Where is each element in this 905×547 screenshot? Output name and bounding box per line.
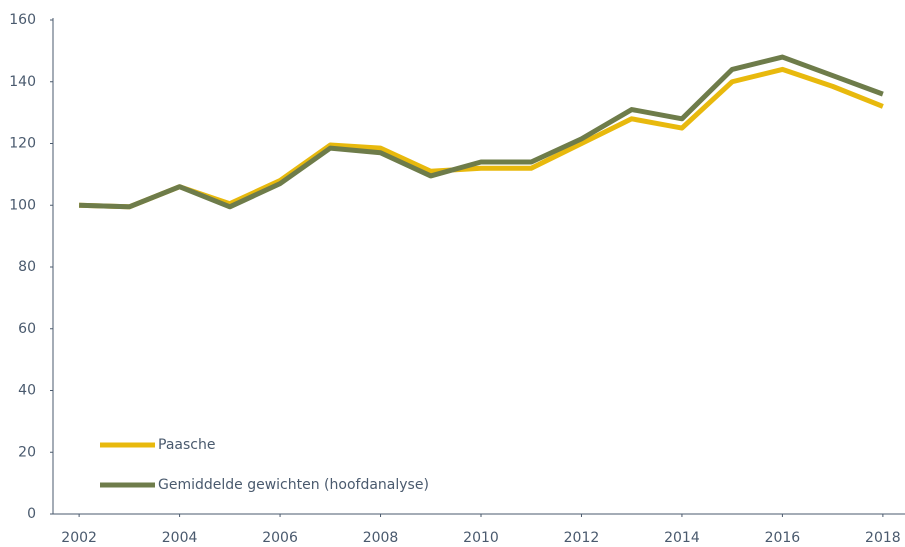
x-tick-label: 2010 bbox=[463, 530, 499, 546]
y-tick-label: 160 bbox=[9, 12, 36, 28]
x-tick-label: 2014 bbox=[664, 530, 700, 546]
x-tick-label: 2004 bbox=[162, 530, 198, 546]
x-tick-label: 2008 bbox=[363, 530, 399, 546]
y-tick-label: 40 bbox=[18, 383, 36, 399]
y-tick-label: 120 bbox=[9, 136, 36, 152]
x-tick-label: 2006 bbox=[262, 530, 298, 546]
legend-label: Gemiddelde gewichten (hoofdanalyse) bbox=[158, 477, 429, 493]
y-tick-label: 0 bbox=[27, 506, 36, 522]
x-tick-label: 2016 bbox=[765, 530, 801, 546]
y-tick-label: 60 bbox=[18, 321, 36, 337]
y-tick-label: 140 bbox=[9, 74, 36, 90]
legend-label: Paasche bbox=[158, 437, 215, 453]
x-tick-label: 2002 bbox=[61, 530, 97, 546]
y-tick-label: 80 bbox=[18, 259, 36, 275]
series-line bbox=[79, 54, 884, 210]
x-tick-label: 2012 bbox=[564, 530, 600, 546]
series-line bbox=[79, 66, 884, 210]
x-tick-label: 2018 bbox=[865, 530, 901, 546]
y-tick-label: 20 bbox=[18, 444, 36, 460]
y-tick-label: 100 bbox=[9, 197, 36, 213]
